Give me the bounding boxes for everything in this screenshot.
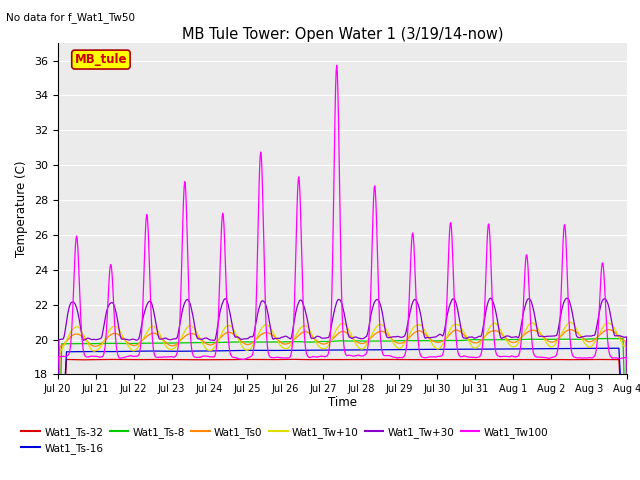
Y-axis label: Temperature (C): Temperature (C) bbox=[15, 160, 28, 257]
X-axis label: Time: Time bbox=[328, 396, 357, 408]
Text: No data for f_Wat1_Tw50: No data for f_Wat1_Tw50 bbox=[6, 12, 136, 23]
Title: MB Tule Tower: Open Water 1 (3/19/14-now): MB Tule Tower: Open Water 1 (3/19/14-now… bbox=[182, 27, 503, 42]
Text: MB_tule: MB_tule bbox=[75, 53, 127, 66]
Legend: Wat1_Ts-32, Wat1_Ts-16, Wat1_Ts-8, Wat1_Ts0, Wat1_Tw+10, Wat1_Tw+30, Wat1_Tw100: Wat1_Ts-32, Wat1_Ts-16, Wat1_Ts-8, Wat1_… bbox=[17, 423, 552, 458]
